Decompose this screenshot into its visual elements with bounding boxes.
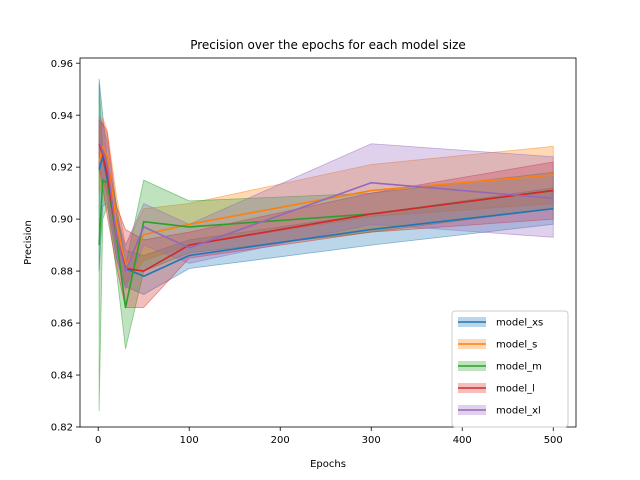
- y-tick-label: 0.94: [51, 111, 73, 122]
- y-axis-label: Precision: [23, 220, 34, 265]
- y-tick-label: 0.82: [51, 423, 73, 434]
- band-model_xl: [98, 115, 554, 291]
- legend: model_xs model_s model_m model_l model_xl: [451, 310, 569, 428]
- legend-label: model_l: [496, 384, 535, 395]
- line-model_xl: [98, 140, 554, 272]
- x-axis: 0 100 200 300 400 500: [95, 427, 563, 446]
- plot-frame: [79, 57, 577, 428]
- x-tick-label: 200: [271, 435, 290, 446]
- y-tick-label: 0.92: [51, 163, 73, 174]
- x-tick-label: 300: [362, 435, 381, 446]
- y-axis: 0.82 0.84 0.86 0.88 0.90 0.92 0.94 0.96: [51, 59, 80, 434]
- x-tick-label: 500: [544, 435, 563, 446]
- legend-label: model_xl: [496, 406, 541, 417]
- y-tick-label: 0.88: [51, 267, 73, 278]
- legend-label: model_s: [496, 340, 537, 351]
- x-axis-label: Epochs: [310, 459, 346, 470]
- line-model_m: [98, 179, 554, 309]
- y-tick-label: 0.86: [51, 319, 73, 330]
- x-tick-label: 0: [95, 435, 101, 446]
- x-tick-label: 400: [453, 435, 472, 446]
- y-tick-label: 0.96: [51, 59, 73, 70]
- y-tick-label: 0.90: [51, 215, 73, 226]
- y-tick-label: 0.84: [51, 371, 73, 382]
- x-tick-label: 100: [180, 435, 199, 446]
- series-lines: [98, 140, 554, 309]
- legend-label: model_xs: [496, 318, 543, 329]
- chart-title: Precision over the epochs for each model…: [190, 38, 466, 52]
- legend-label: model_m: [496, 362, 542, 373]
- legend-box: [451, 310, 569, 428]
